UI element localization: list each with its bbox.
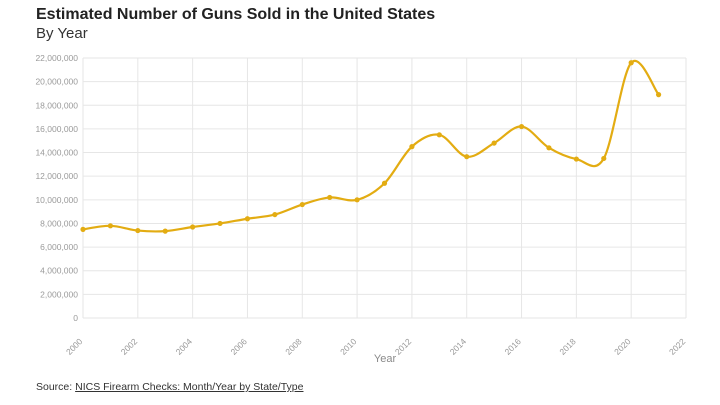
series-line — [82, 59, 660, 233]
x-tick-label: 2016 — [503, 336, 524, 357]
data-point[interactable] — [190, 224, 196, 230]
x-tick-label: 2000 — [64, 336, 85, 357]
data-point[interactable] — [655, 92, 662, 98]
data-point[interactable] — [381, 180, 388, 186]
data-point[interactable] — [272, 211, 278, 218]
x-tick-label: 2018 — [557, 336, 578, 357]
chart-title: Estimated Number of Guns Sold in the Uni… — [36, 6, 436, 23]
y-tick-label: 14,000,000 — [35, 148, 78, 158]
y-tick-label: 10,000,000 — [35, 195, 78, 205]
y-tick-label: 12,000,000 — [35, 171, 78, 181]
data-point[interactable] — [518, 123, 525, 130]
data-point[interactable] — [327, 194, 333, 201]
y-tick-label: 16,000,000 — [35, 124, 78, 134]
y-tick-label: 20,000,000 — [35, 77, 78, 87]
data-point[interactable] — [436, 132, 442, 138]
data-point[interactable] — [628, 60, 634, 66]
y-tick-label: 22,000,000 — [35, 53, 78, 63]
data-point[interactable] — [135, 227, 141, 234]
x-tick-label: 2008 — [283, 336, 304, 357]
grid-lines — [82, 57, 687, 319]
x-tick-label: 2022 — [667, 336, 688, 357]
data-point[interactable] — [162, 228, 168, 234]
data-point[interactable] — [80, 226, 86, 232]
x-tick-label: 2004 — [174, 336, 195, 357]
x-tick-label: 2014 — [448, 336, 469, 357]
data-point[interactable] — [573, 156, 579, 162]
data-point[interactable] — [464, 154, 470, 160]
x-tick-label: 2020 — [612, 336, 633, 357]
x-tick-label: 2010 — [338, 336, 359, 357]
y-tick-label: 8,000,000 — [40, 218, 78, 228]
series-guns-sold — [80, 59, 662, 234]
data-point[interactable] — [244, 216, 251, 222]
chart-subtitle: By Year — [36, 25, 88, 42]
y-tick-label: 6,000,000 — [40, 242, 78, 252]
data-point[interactable] — [409, 144, 415, 150]
data-point[interactable] — [299, 201, 305, 208]
data-point[interactable] — [546, 145, 552, 151]
line-chart: 0 2,000,000 4,000,000 6,000,000 8,000,000 10,… — [35, 53, 688, 365]
source-prefix: Source: — [36, 381, 76, 393]
data-point[interactable] — [107, 223, 114, 229]
x-axis-label: Year — [374, 353, 397, 365]
data-point[interactable] — [354, 197, 360, 203]
y-tick-label: 4,000,000 — [40, 266, 78, 276]
data-point[interactable] — [217, 220, 223, 227]
x-tick-label: 2002 — [119, 336, 140, 357]
y-axis-ticks: 0 2,000,000 4,000,000 6,000,000 8,000,000 10,… — [35, 53, 78, 323]
data-point[interactable] — [491, 140, 497, 146]
source-link[interactable]: NICS Firearm Checks: Month/Year by State… — [75, 381, 304, 393]
y-tick-label: 2,000,000 — [40, 289, 78, 299]
source-note: Source: NICS Firearm Checks: Month/Year … — [36, 381, 303, 393]
y-tick-label: 0 — [73, 313, 78, 323]
y-tick-label: 18,000,000 — [35, 100, 78, 110]
x-tick-label: 2006 — [228, 336, 249, 357]
data-point[interactable] — [601, 155, 607, 162]
